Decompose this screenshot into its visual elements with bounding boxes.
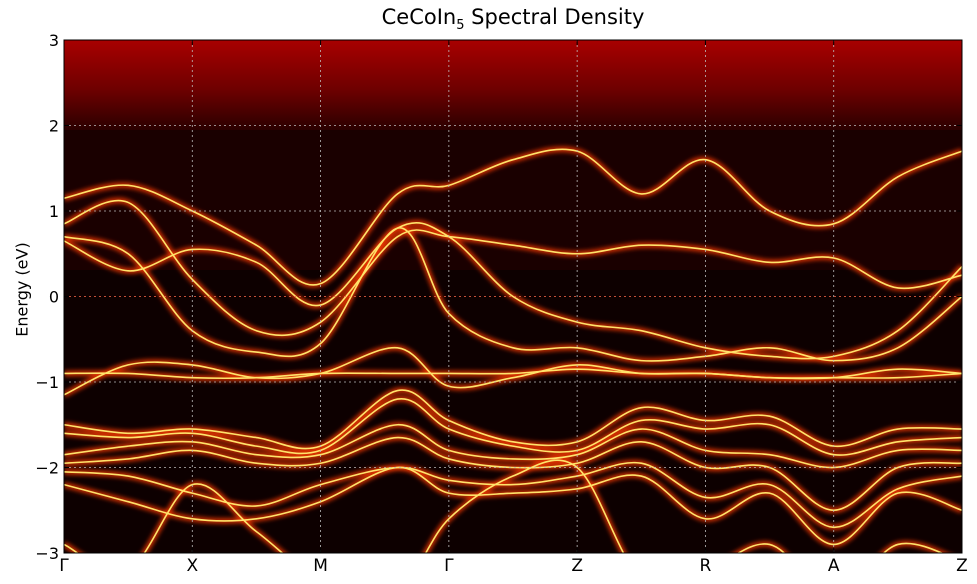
band-line-4 xyxy=(64,436,962,512)
upper-intensity-region xyxy=(64,40,962,130)
y-tick-label-6: 3 xyxy=(49,31,59,50)
x-tick-label-6: A xyxy=(828,556,840,576)
y-tick-label-3: 0 xyxy=(49,288,59,307)
x-tick-label-4: Z xyxy=(571,556,583,576)
bands-layer xyxy=(64,148,962,553)
band-line-9 xyxy=(64,368,962,380)
band-line-10 xyxy=(64,227,962,362)
band-line-2 xyxy=(64,466,962,546)
chart-title-subscript: 5 xyxy=(456,18,465,34)
chart-title: CeCoIn5 Spectral Density xyxy=(64,5,962,33)
band-line-3 xyxy=(64,461,962,529)
y-tick-label-0: −3 xyxy=(35,544,59,563)
band-line-6 xyxy=(64,398,962,456)
y-tick-label-2: −1 xyxy=(35,373,59,392)
chart-title-main: CeCoIn xyxy=(381,5,457,29)
y-tick-label-4: 1 xyxy=(49,202,59,221)
y-tick-label-1: −2 xyxy=(35,459,59,478)
band-line-13 xyxy=(64,221,962,360)
x-tick-label-3: Γ xyxy=(444,556,454,576)
x-tick-label-0: Γ xyxy=(59,556,69,576)
axis-ticks: −3 −2 −1 0 1 2 3 Γ X M Γ Z R A Z xyxy=(35,31,967,576)
band-line-1 xyxy=(64,459,944,553)
x-tick-label-5: R xyxy=(700,556,712,576)
y-tick-label-5: 2 xyxy=(49,117,59,136)
band-line-11 xyxy=(64,199,962,337)
x-tick-label-1: X xyxy=(186,556,198,576)
x-tick-label-7: Z xyxy=(956,556,968,576)
grid-layer xyxy=(64,40,962,553)
x-tick-label-2: M xyxy=(313,556,328,576)
band-line-5 xyxy=(64,423,962,469)
chart-title-rest: Spectral Density xyxy=(464,5,645,29)
band-line-12 xyxy=(64,148,962,286)
band-line-7 xyxy=(64,389,962,450)
